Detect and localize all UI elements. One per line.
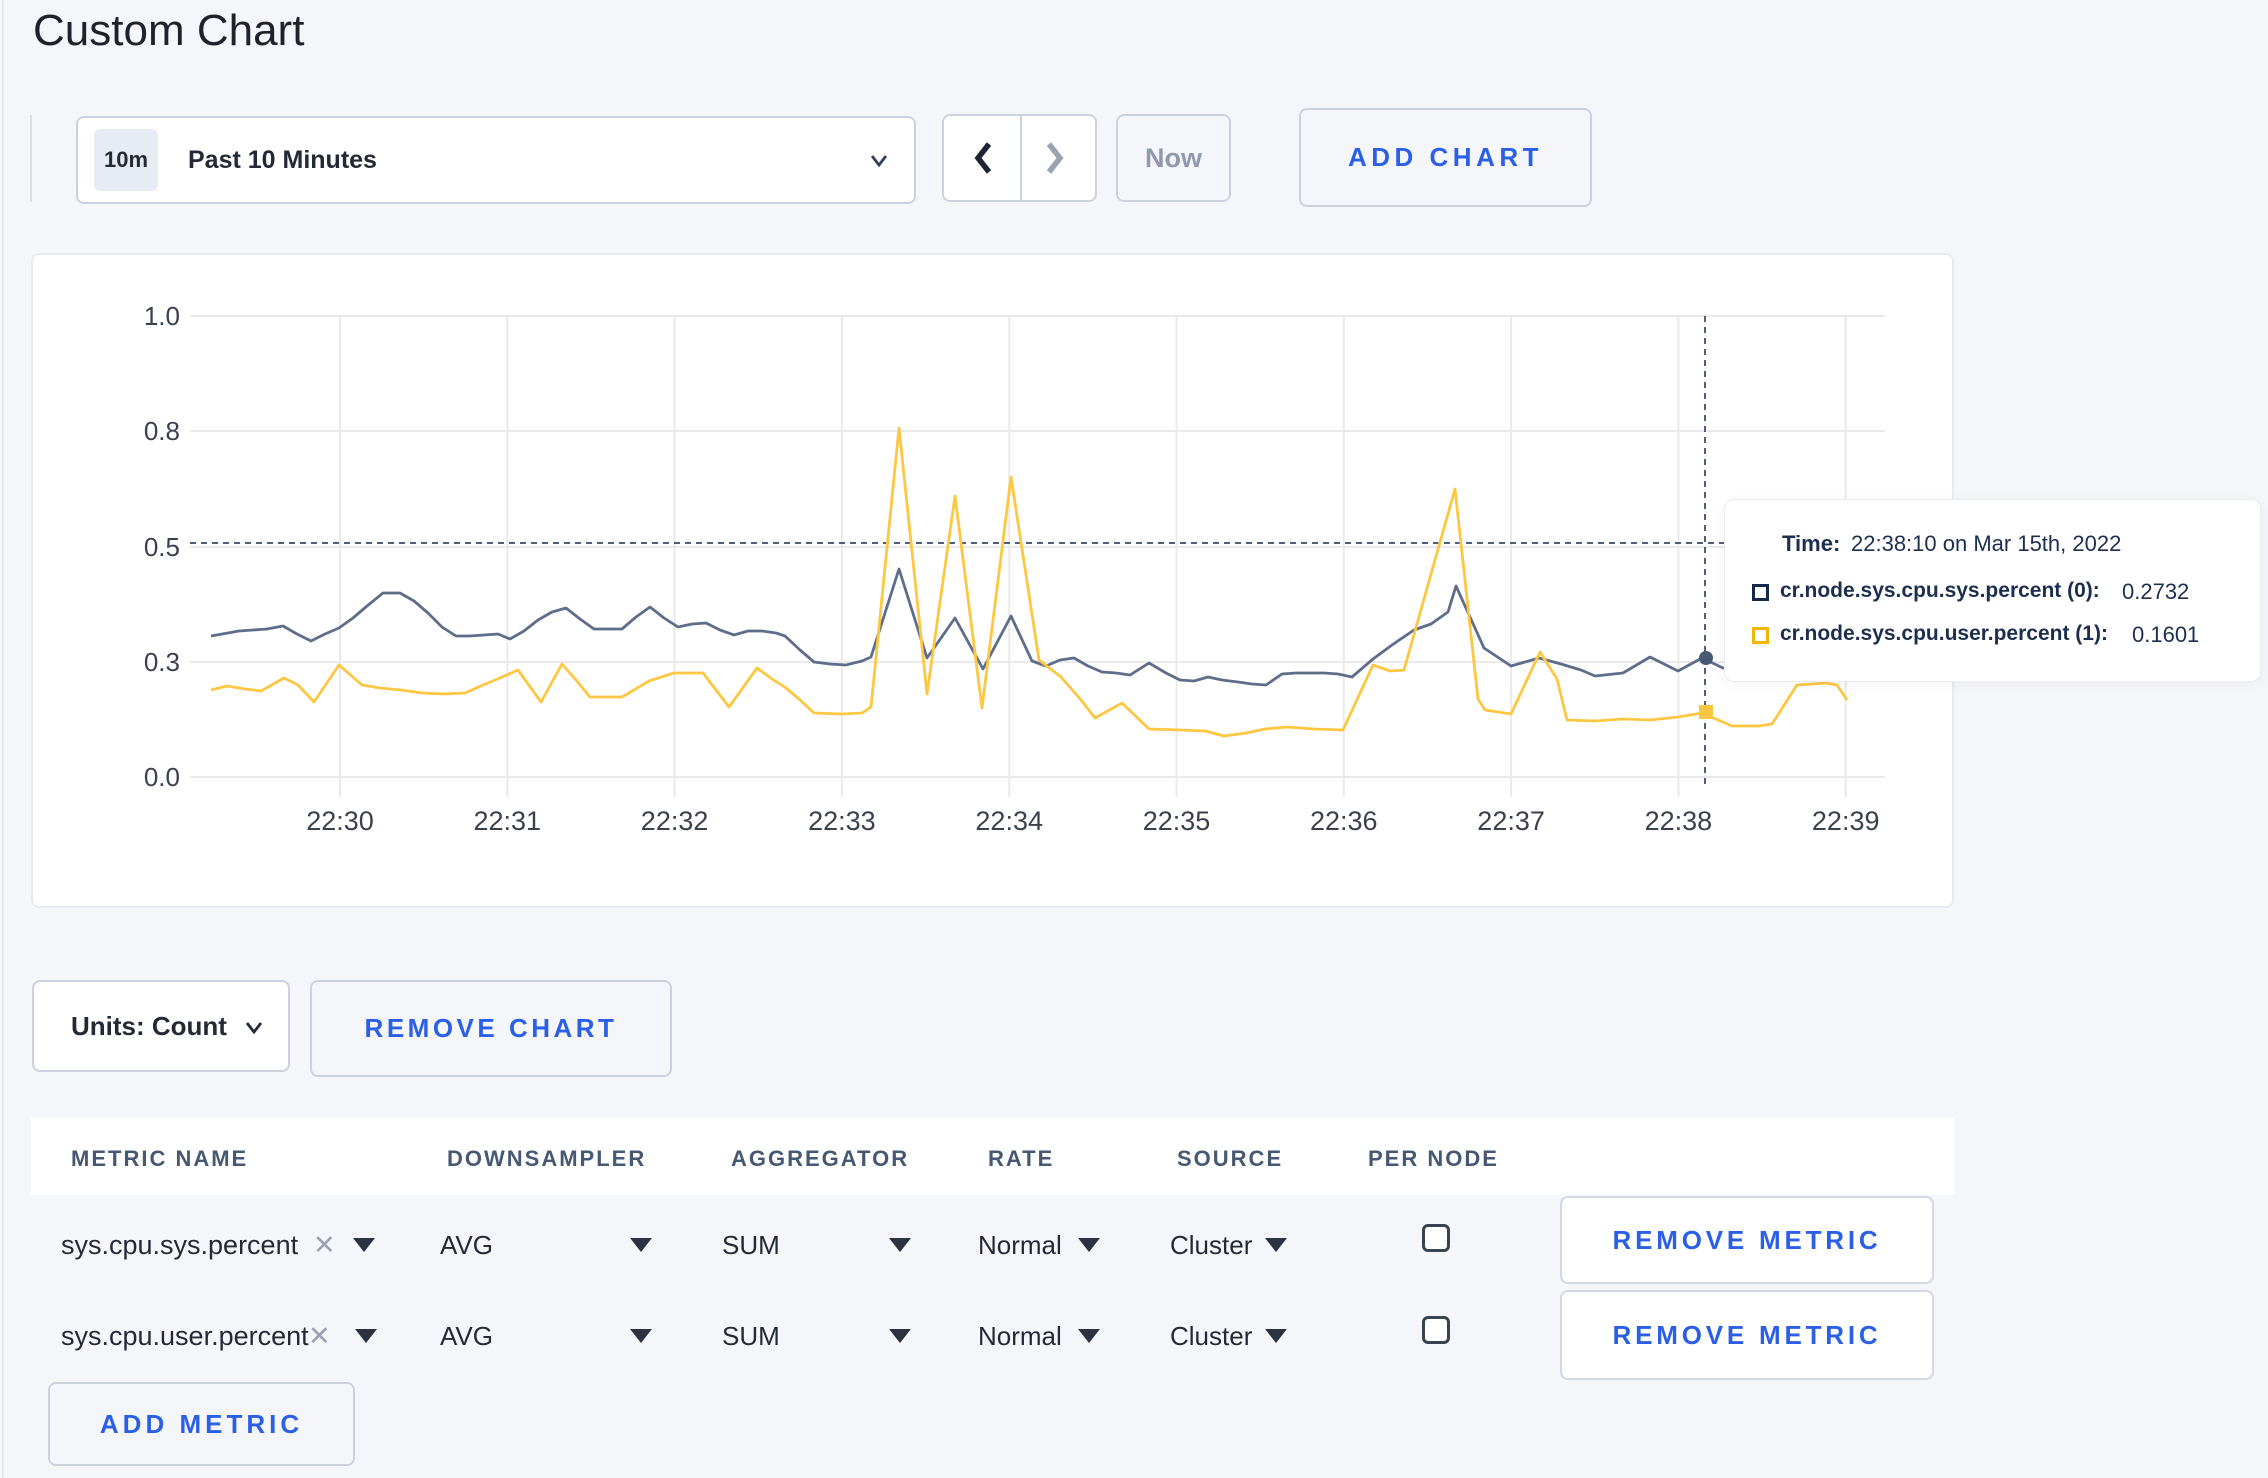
svg-text:22:33: 22:33 [808,806,876,836]
svg-text:0.3: 0.3 [144,647,180,677]
svg-text:22:38: 22:38 [1645,806,1713,836]
svg-text:22:35: 22:35 [1143,806,1211,836]
svg-text:22:30: 22:30 [306,806,374,836]
svg-text:22:32: 22:32 [641,806,709,836]
svg-text:1.0: 1.0 [144,301,180,331]
svg-text:0.8: 0.8 [144,416,180,446]
svg-text:22:34: 22:34 [975,806,1043,836]
svg-text:0.0: 0.0 [144,762,180,792]
svg-text:22:31: 22:31 [474,806,542,836]
svg-text:22:36: 22:36 [1310,806,1378,836]
svg-text:22:37: 22:37 [1477,806,1545,836]
svg-text:22:39: 22:39 [1812,806,1880,836]
svg-text:0.5: 0.5 [144,532,180,562]
